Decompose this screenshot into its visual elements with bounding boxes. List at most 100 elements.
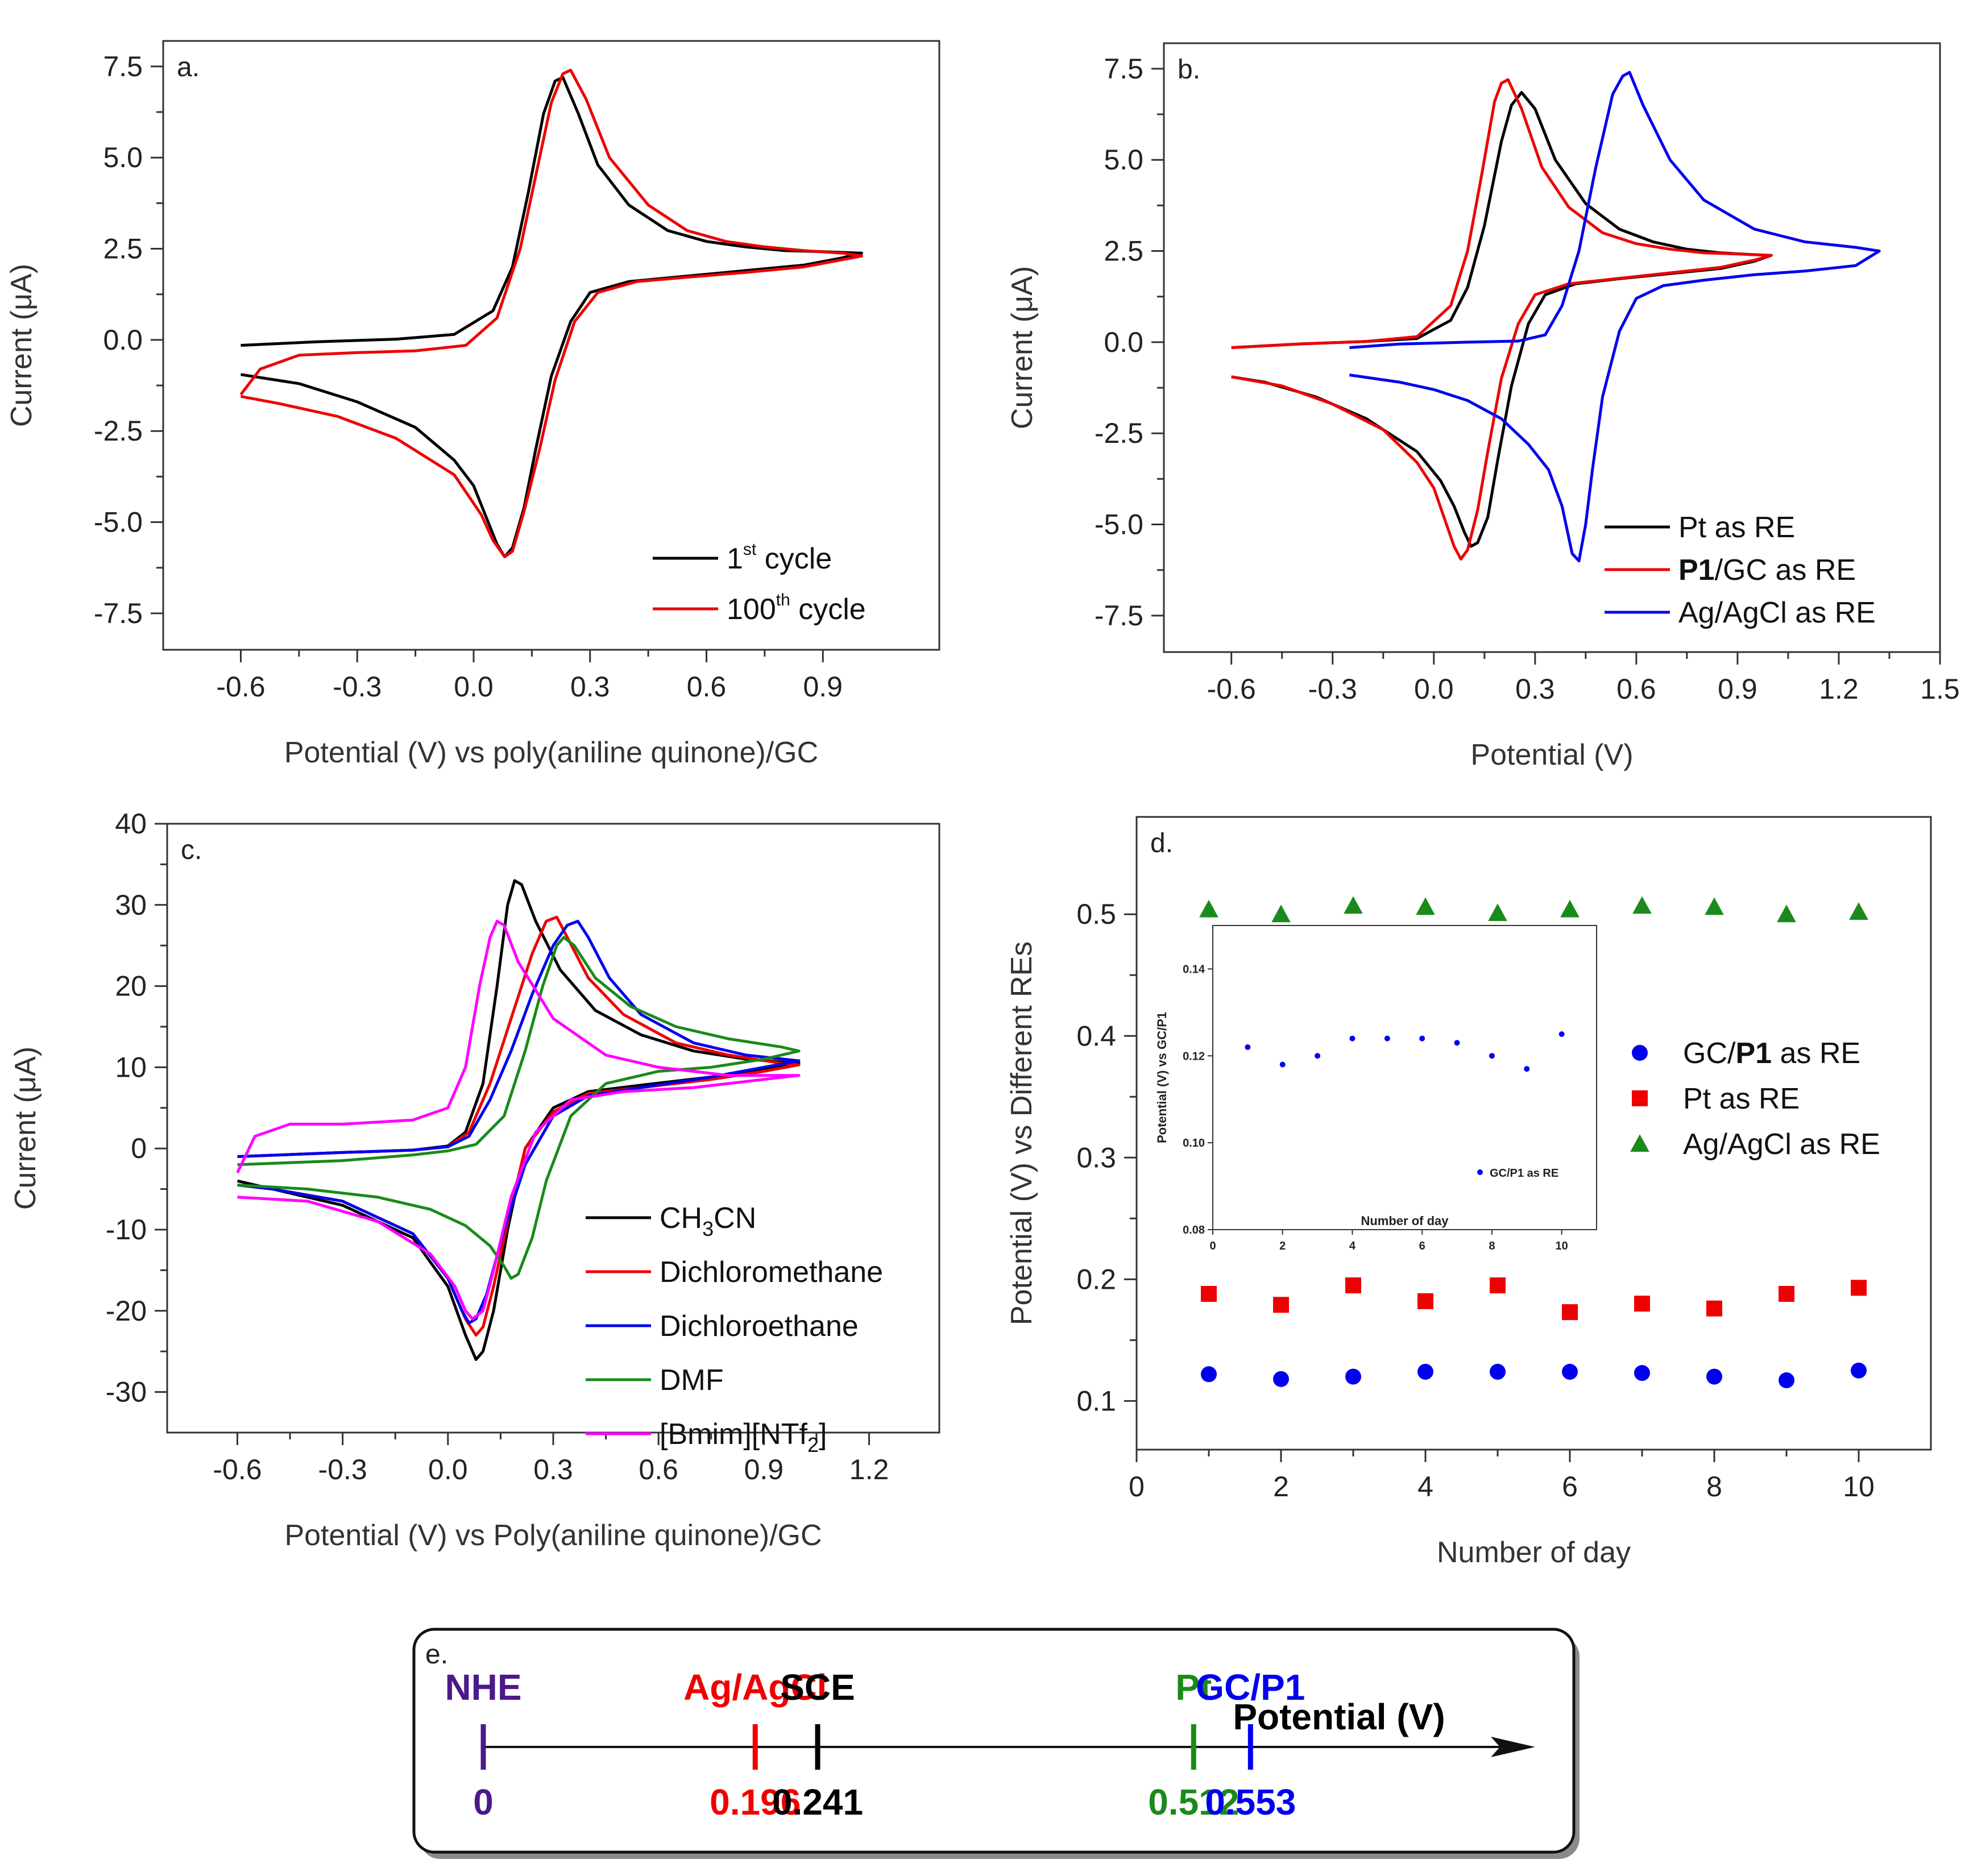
scale-axis-label: Potential (V) <box>1233 1696 1445 1737</box>
series-line-1st-cycle <box>241 76 863 558</box>
y-axis-label-text: ) <box>1006 266 1039 276</box>
inset-chart: 0 2 4 6 8 10 0.08 0.10 0.12 0.14 Number of day Pote… <box>1155 925 1597 1252</box>
inset-y-tick-label: 0.12 <box>1183 1050 1205 1062</box>
y-tick-label-c: 10 <box>115 1051 147 1083</box>
data-point-triangle <box>1560 899 1580 918</box>
legend-entry: Pt as RE <box>1678 511 1795 544</box>
inset-x-tick-label: 2 <box>1279 1240 1286 1252</box>
x-tick-label-d: 2 <box>1273 1471 1289 1503</box>
series-line-dichloroethane <box>237 919 801 1325</box>
plot-frame-b <box>1163 42 1941 653</box>
y-axis-label-b: Current (μA) <box>1006 266 1039 429</box>
y-tick-label-c: -30 <box>106 1376 147 1408</box>
x-tick-label-d: 4 <box>1417 1471 1433 1503</box>
y-tick-label-c: 30 <box>115 889 147 921</box>
data-point-square <box>1851 1280 1867 1296</box>
scale-marker-value: 0.196 <box>710 1782 801 1823</box>
x-axis-label-a: Potential (V) vs poly(aniline quinone)/G… <box>284 736 818 769</box>
y-tick-label-a: 5.0 <box>103 142 143 173</box>
inset-data-point <box>1524 1066 1530 1072</box>
data-point-triangle <box>1199 899 1218 918</box>
x-tick-label-b: 0.9 <box>1718 673 1757 705</box>
inset-x-tick-label: 0 <box>1209 1240 1216 1252</box>
legend-text-bold: P1 <box>1678 554 1715 587</box>
data-point-circle <box>1632 1045 1648 1061</box>
data-point-square <box>1417 1293 1433 1309</box>
y-tick-label-a: 2.5 <box>103 233 143 265</box>
x-tick-label-c: 0.6 <box>639 1454 678 1485</box>
scale-marker-name: NHE <box>445 1667 521 1708</box>
data-point-circle <box>1779 1372 1794 1388</box>
panel-d: 0 2 4 6 8 10 0.1 0.2 0.3 0.4 0.5 d. Number of day Pot… <box>1005 816 1932 1569</box>
x-tick-label-a: 0.3 <box>570 671 610 703</box>
y-tick-label-b: -5.0 <box>1095 509 1143 541</box>
data-point-square <box>1273 1297 1289 1313</box>
legend-text: CH <box>660 1202 702 1235</box>
legend-entry: 1st cycle <box>727 540 832 575</box>
y-tick-label-d: 0.3 <box>1076 1142 1116 1173</box>
x-tick-label-c: 1.2 <box>849 1454 889 1485</box>
panel-label-c: c. <box>181 835 202 865</box>
inset-data-point <box>1245 1044 1251 1050</box>
inset-frame <box>1212 925 1597 1230</box>
legend-text: Pt as RE <box>1678 511 1795 544</box>
data-point-square <box>1632 1090 1648 1106</box>
y-axis-label-unit: μA <box>1006 276 1039 313</box>
legend-entry: [Bmim][NTf2] <box>660 1418 827 1456</box>
x-tick-label-b: 0.3 <box>1515 673 1555 705</box>
legend-entry: GC/P1 as RE <box>1683 1037 1860 1070</box>
x-tick-label-c: 0.0 <box>428 1454 468 1485</box>
data-point-triangle <box>1488 903 1507 922</box>
y-tick-label-d: 0.4 <box>1076 1020 1116 1052</box>
x-tick-label-c: -0.6 <box>213 1454 262 1485</box>
series-line-pt-as-re <box>1231 91 1773 548</box>
scale-marker-name: Ag/AgCl <box>683 1667 827 1708</box>
x-tick-label-c: 0.3 <box>533 1454 573 1485</box>
inset-data-point <box>1558 1031 1565 1037</box>
inset-data-point <box>1454 1040 1460 1046</box>
inset-data-point <box>1384 1035 1390 1041</box>
y-tick-label-b: 5.0 <box>1104 144 1143 176</box>
data-point-square <box>1345 1277 1361 1294</box>
scale-box <box>412 1628 1576 1854</box>
legend-entry: CH3CN <box>660 1202 756 1240</box>
legend-text: /GC as RE <box>1715 554 1856 587</box>
inset-x-tick-label: 8 <box>1489 1240 1495 1252</box>
inset-x-tick-label: 6 <box>1419 1240 1425 1252</box>
inset-y-axis-label: Potential (V) vs GC/P1 <box>1155 1012 1169 1143</box>
legend-text: Pt as RE <box>1683 1082 1800 1115</box>
data-point-square <box>1490 1277 1506 1294</box>
y-axis-label-c: Current (μA) <box>9 1047 42 1210</box>
data-point-circle <box>1273 1371 1289 1387</box>
panel-label-b: b. <box>1178 55 1200 85</box>
inset-x-axis-label: Number of day <box>1361 1214 1449 1228</box>
y-tick-label-b: 0.0 <box>1104 326 1143 358</box>
scale-marker-name: Pt <box>1175 1667 1212 1708</box>
legend-entry: Ag/AgCl as RE <box>1678 596 1876 629</box>
x-tick-label-b: 0.0 <box>1414 673 1454 705</box>
y-tick-label-d: 0.2 <box>1076 1263 1116 1295</box>
x-tick-label-b: 0.6 <box>1616 673 1656 705</box>
data-point-circle <box>1417 1364 1433 1380</box>
y-tick-label-b: -2.5 <box>1095 417 1143 449</box>
data-point-circle <box>1562 1364 1578 1380</box>
series-line-p1-gc-as-re <box>1231 78 1773 561</box>
data-point-triangle <box>1416 897 1435 915</box>
data-point-square <box>1562 1304 1578 1321</box>
y-tick-label-b: 7.5 <box>1104 53 1143 85</box>
inset-x-tick-label: 4 <box>1349 1240 1356 1252</box>
y-axis-label-text: ) <box>5 264 38 273</box>
legend-text: cycle <box>790 593 866 626</box>
legend-text: 100 <box>727 593 776 626</box>
panel-label-e: e. <box>425 1640 448 1670</box>
legend-superscript: st <box>743 540 757 559</box>
x-tick-label-a: -0.6 <box>216 671 265 703</box>
y-tick-label-b: -7.5 <box>1095 600 1143 632</box>
legend-entry: DMF <box>660 1364 724 1397</box>
y-axis-label-text: Current ( <box>9 1093 42 1210</box>
x-tick-label-b: -0.6 <box>1207 673 1256 705</box>
plot-frame-d <box>1135 816 1932 1451</box>
series-line--bmim-ntf2- <box>236 919 801 1321</box>
inset-y-tick-label: 0.10 <box>1183 1137 1205 1149</box>
data-point-triangle <box>1705 897 1724 915</box>
